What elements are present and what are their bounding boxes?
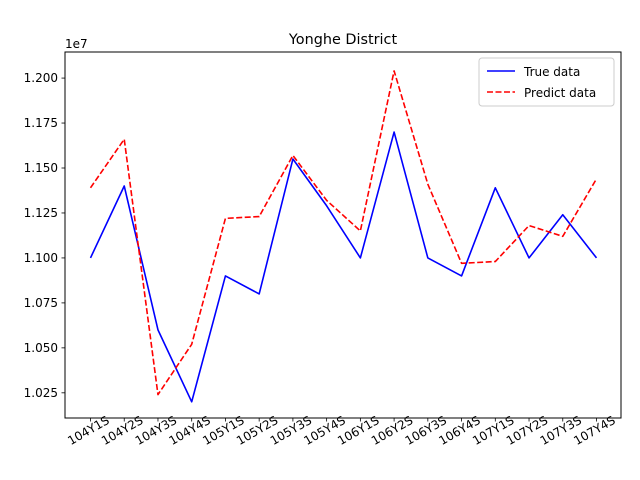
legend: True data Predict data	[478, 57, 615, 107]
legend-box	[478, 57, 615, 107]
y-tick-label: 1.200	[24, 71, 58, 85]
legend-label-true-data: True data	[523, 65, 580, 79]
axes-frame	[64, 51, 622, 419]
legend-label-predict-data: Predict data	[524, 86, 596, 100]
y-tick-label: 1.175	[24, 116, 58, 130]
y-tick-label: 1.150	[24, 161, 58, 175]
series-line-true-data	[89, 131, 598, 403]
y-tick-label: 1.025	[24, 386, 58, 400]
chart-title: Yonghe District	[288, 32, 398, 48]
y-tick-label: 1.075	[24, 296, 58, 310]
y-axis-offset-label: 1e7	[65, 37, 88, 51]
y-tick-label: 1.050	[24, 341, 58, 355]
series-line-predict-data	[89, 70, 598, 396]
y-tick-label: 1.100	[24, 251, 58, 265]
y-tick-label: 1.125	[24, 206, 58, 220]
